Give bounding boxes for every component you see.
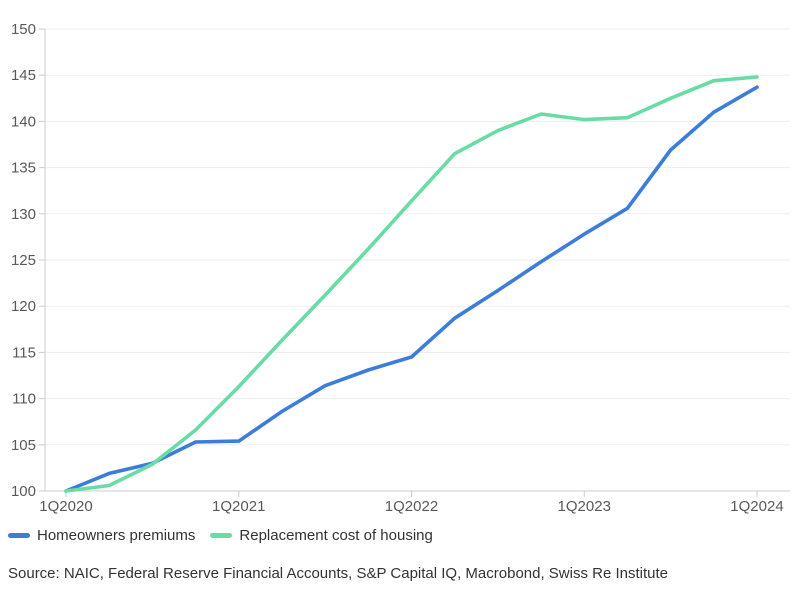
legend-swatch-homeowners-premiums [8, 533, 30, 538]
legend-label-homeowners-premiums: Homeowners premiums [37, 527, 196, 544]
y-axis-label: 140 [11, 113, 36, 130]
y-axis-label: 115 [12, 344, 36, 361]
x-axis-label: 1Q2021 [212, 498, 265, 515]
legend-item-homeowners-premiums: Homeowners premiums [8, 527, 195, 544]
y-axis-label: 120 [11, 298, 36, 315]
legend-item-replacement-cost: Replacement cost of housing [210, 527, 433, 544]
series-line-homeowners-premiums [64, 85, 759, 493]
y-axis-label: 105 [11, 437, 36, 454]
chart-legend: Homeowners premiums Replacement cost of … [8, 527, 433, 544]
y-axis-label: 100 [11, 483, 36, 500]
x-axis-label: 1Q2024 [730, 498, 783, 515]
x-axis-label: 1Q2022 [385, 498, 438, 515]
legend-label-replacement-cost: Replacement cost of housing [239, 527, 433, 544]
y-axis-label: 145 [11, 67, 36, 84]
source-text: Source: NAIC, Federal Reserve Financial … [8, 565, 669, 582]
x-axis-label: 1Q2020 [39, 498, 92, 515]
series-line-replacement-cost-of-housing [64, 75, 759, 493]
y-axis-label: 125 [11, 252, 36, 269]
y-axis-label: 130 [11, 206, 36, 223]
x-axis-label: 1Q2023 [558, 498, 611, 515]
y-axis-label: 110 [12, 391, 36, 408]
y-axis-label: 150 [11, 21, 36, 38]
chart-svg: 100 105 110 115 120 125 130 135 140 145 150 1Q2020 1… [11, 21, 790, 515]
y-axis-label: 135 [11, 160, 36, 177]
legend-swatch-replacement-cost [210, 533, 233, 538]
